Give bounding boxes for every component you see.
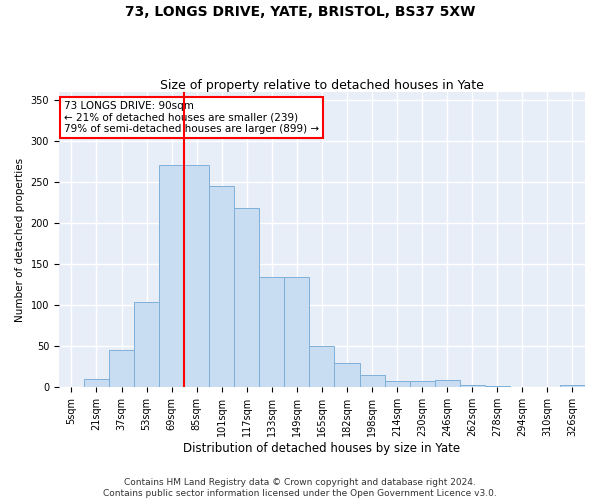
Bar	[334, 362, 359, 388]
Bar	[109, 350, 134, 388]
Bar	[134, 302, 159, 388]
Bar	[385, 381, 410, 388]
Text: 73 LONGS DRIVE: 90sqm
← 21% of detached houses are smaller (239)
79% of semi-det: 73 LONGS DRIVE: 90sqm ← 21% of detached …	[64, 101, 319, 134]
X-axis label: Distribution of detached houses by size in Yate: Distribution of detached houses by size …	[184, 442, 461, 455]
Bar	[184, 165, 209, 388]
Bar	[359, 375, 385, 388]
Bar	[159, 165, 184, 388]
Bar	[434, 380, 460, 388]
Bar	[84, 379, 109, 388]
Bar	[259, 276, 284, 388]
Bar	[485, 386, 510, 388]
Bar	[410, 381, 434, 388]
Y-axis label: Number of detached properties: Number of detached properties	[15, 158, 25, 322]
Bar	[560, 385, 585, 388]
Title: Size of property relative to detached houses in Yate: Size of property relative to detached ho…	[160, 79, 484, 92]
Bar	[209, 186, 234, 388]
Bar	[460, 385, 485, 388]
Text: Contains HM Land Registry data © Crown copyright and database right 2024.
Contai: Contains HM Land Registry data © Crown c…	[103, 478, 497, 498]
Bar	[310, 346, 334, 388]
Bar	[234, 208, 259, 388]
Bar	[284, 276, 310, 388]
Text: 73, LONGS DRIVE, YATE, BRISTOL, BS37 5XW: 73, LONGS DRIVE, YATE, BRISTOL, BS37 5XW	[125, 5, 475, 19]
